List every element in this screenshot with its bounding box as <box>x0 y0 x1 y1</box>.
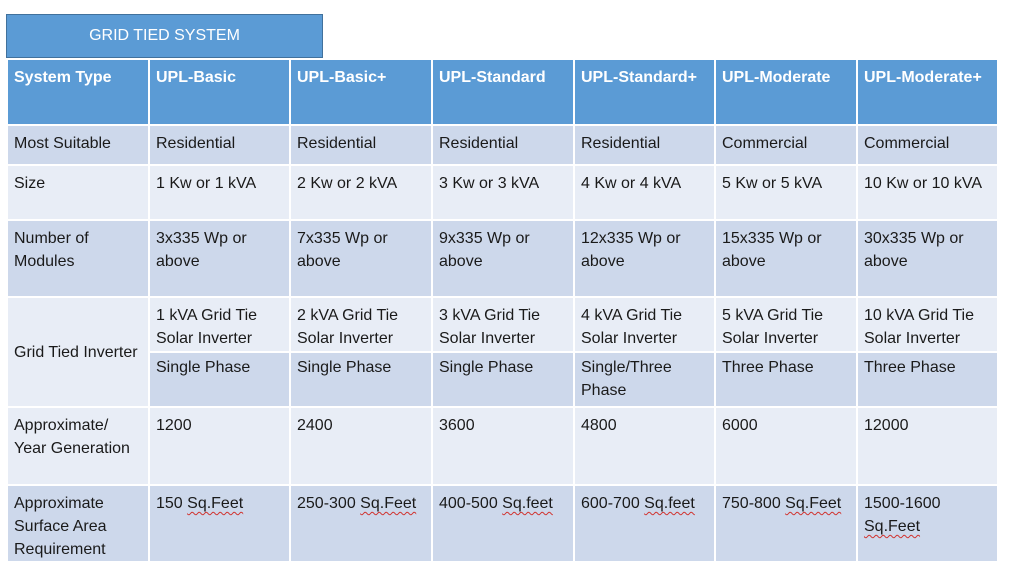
table-cell: 600-700 Sq.feet <box>573 484 716 563</box>
table-cell: 6000 <box>714 406 858 486</box>
table-cell: 1200 <box>148 406 291 486</box>
row-label: Size <box>6 164 150 221</box>
table-cell: Single/Three Phase <box>573 351 716 408</box>
row-label: Approximate/ Year Generation <box>6 406 150 486</box>
table-cell: 2 Kw or 2 kVA <box>289 164 433 221</box>
table-cell: 12000 <box>856 406 999 486</box>
table-cell: Residential <box>431 124 575 166</box>
table-cell: 15x335 Wp or above <box>714 219 858 298</box>
table-cell: 250-300 Sq.Feet <box>289 484 433 563</box>
header-upl-moderate-plus: UPL-Moderate+ <box>856 58 999 126</box>
table-cell: 2 kVA Grid Tie Solar Inverter <box>289 296 433 353</box>
table-title: GRID TIED SYSTEM <box>6 14 323 58</box>
table-cell: Single Phase <box>148 351 291 408</box>
row-label: Number of Modules <box>6 219 150 298</box>
table-cell: Residential <box>289 124 433 166</box>
table-cell: 9x335 Wp or above <box>431 219 575 298</box>
table-cell: Single Phase <box>431 351 575 408</box>
header-row: System Type UPL-Basic UPL-Basic+ UPL-Sta… <box>6 58 999 126</box>
table-cell: 400-500 Sq.feet <box>431 484 575 563</box>
row-label: Approximate Surface Area Requirement <box>6 484 150 563</box>
header-upl-standard-plus: UPL-Standard+ <box>573 58 716 126</box>
table-cell: 1 kVA Grid Tie Solar Inverter <box>148 296 291 353</box>
table-row: Number of Modules 3x335 Wp or above 7x33… <box>6 219 999 298</box>
table-cell: 10 Kw or 10 kVA <box>856 164 999 221</box>
table-cell: 3600 <box>431 406 575 486</box>
header-upl-basic: UPL-Basic <box>148 58 291 126</box>
table-cell: Residential <box>573 124 716 166</box>
table-row: Most Suitable Residential Residential Re… <box>6 124 999 166</box>
header-upl-moderate: UPL-Moderate <box>714 58 858 126</box>
table-cell: 5 kVA Grid Tie Solar Inverter <box>714 296 858 353</box>
table-cell: 3 kVA Grid Tie Solar Inverter <box>431 296 575 353</box>
table-row: Grid Tied Inverter 1 kVA Grid Tie Solar … <box>6 296 999 408</box>
header-system-type: System Type <box>6 58 150 126</box>
table-cell: Three Phase <box>856 351 999 408</box>
table-cell: Residential <box>148 124 291 166</box>
table-cell: 3 Kw or 3 kVA <box>431 164 575 221</box>
table-cell: 12x335 Wp or above <box>573 219 716 298</box>
table-row: Single Phase Single Phase Single Phase S… <box>7 351 999 408</box>
header-upl-basic-plus: UPL-Basic+ <box>289 58 433 126</box>
table-cell: 30x335 Wp or above <box>856 219 999 298</box>
table-cell: 4800 <box>573 406 716 486</box>
table-cell: 750-800 Sq.Feet <box>714 484 858 563</box>
table-row: Size 1 Kw or 1 kVA 2 Kw or 2 kVA 3 Kw or… <box>6 164 999 221</box>
table-cell: 1 Kw or 1 kVA <box>148 164 291 221</box>
table-cell: 4 kVA Grid Tie Solar Inverter <box>573 296 716 353</box>
table-row: Approximate Surface Area Requirement 150… <box>6 484 999 563</box>
table-cell: 7x335 Wp or above <box>289 219 433 298</box>
table-cell: Commercial <box>714 124 858 166</box>
table-cell: Commercial <box>856 124 999 166</box>
header-upl-standard: UPL-Standard <box>431 58 575 126</box>
row-label: Most Suitable <box>6 124 150 166</box>
row-label: Grid Tied Inverter <box>6 296 150 408</box>
table-cell: 150 Sq.Feet <box>148 484 291 563</box>
table-cell: 5 Kw or 5 kVA <box>714 164 858 221</box>
table-cell: 3x335 Wp or above <box>148 219 291 298</box>
table-cell: Single Phase <box>289 351 433 408</box>
table-cell: 1500-1600 Sq.Feet <box>856 484 999 563</box>
grid-tied-system-table: System Type UPL-Basic UPL-Basic+ UPL-Sta… <box>6 58 999 563</box>
table-cell: 10 kVA Grid Tie Solar Inverter <box>856 296 999 353</box>
table-cell: 4 Kw or 4 kVA <box>573 164 716 221</box>
table-row: Approximate/ Year Generation 1200 2400 3… <box>6 406 999 486</box>
table-cell: 2400 <box>289 406 433 486</box>
table-cell: Three Phase <box>714 351 858 408</box>
